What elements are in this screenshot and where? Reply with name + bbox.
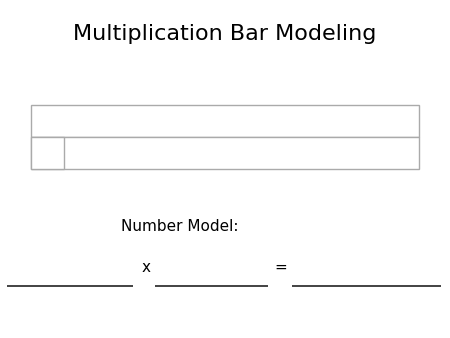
Bar	[31, 105, 419, 137]
Bar	[31, 137, 419, 169]
Text: Multiplication Bar Modeling: Multiplication Bar Modeling	[73, 24, 377, 44]
Text: =: =	[274, 260, 287, 274]
Bar	[31, 137, 64, 169]
Text: Number Model:: Number Model:	[121, 219, 239, 234]
Text: x: x	[142, 260, 151, 274]
